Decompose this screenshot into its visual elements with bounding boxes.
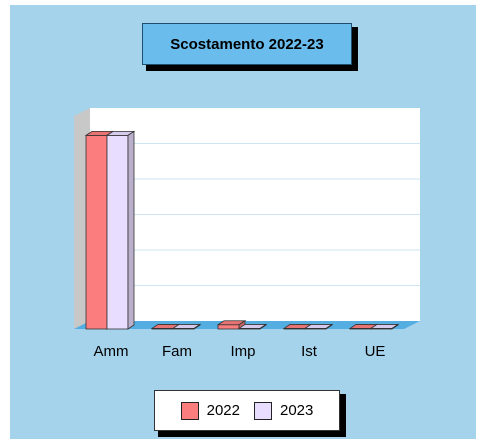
x-tick-label-Ist: Ist	[301, 343, 318, 360]
bar-side-2023-Imp	[259, 323, 267, 330]
x-tick-label-Fam: Fam	[162, 343, 192, 360]
bar-side-2023-UE	[391, 323, 399, 330]
gridlines	[90, 143, 420, 286]
legend-swatch-2023	[254, 401, 272, 420]
bars	[84, 130, 400, 330]
legend-swatch-2022	[180, 401, 199, 420]
x-axis-labels: Amm Fam Imp Ist UE	[94, 343, 386, 360]
chart-title: Scostamento 2022-23	[142, 23, 352, 65]
bar-2022-Amm	[85, 134, 108, 330]
x-tick-label-Imp: Imp	[230, 343, 255, 360]
x-tick-label-Amm: Amm	[94, 343, 129, 360]
bar-side-2023-Amm	[127, 130, 135, 330]
legend-label-2023: 2023	[280, 402, 314, 419]
bar-side-2023-Fam	[193, 323, 201, 330]
bar-side-2023-Ist	[325, 323, 333, 330]
bar-2022-Imp	[217, 324, 240, 330]
legend-item-2023: 2023	[254, 401, 314, 420]
bar-2023-Amm	[106, 134, 129, 330]
legend-label-2022: 2022	[206, 402, 240, 419]
legend: 2022 2023	[154, 390, 340, 431]
x-tick-label-UE: UE	[365, 343, 386, 360]
legend-item-2022: 2022	[180, 401, 240, 420]
